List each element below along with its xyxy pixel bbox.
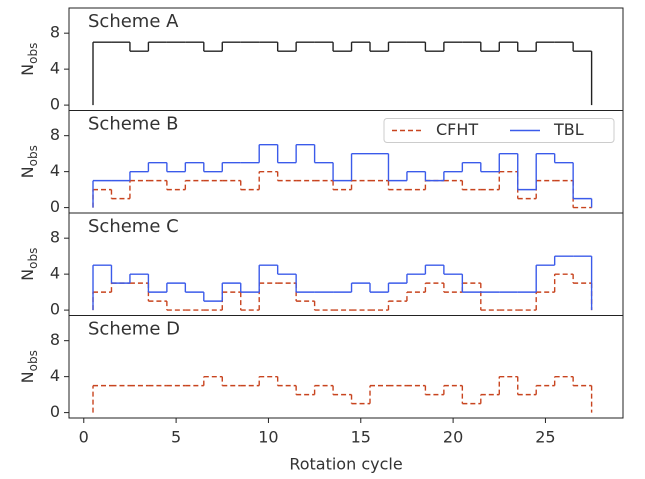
x-tick-label: 5 — [171, 428, 181, 447]
y-label-main: N — [18, 64, 37, 76]
x-tick-label: 15 — [351, 428, 371, 447]
y-axis-label: Nobs — [18, 43, 40, 76]
legend: CFHT TBL — [383, 118, 615, 143]
y-label-main: N — [18, 371, 37, 383]
x-tick-label: 25 — [535, 428, 555, 447]
x-axis-label: Rotation cycle — [289, 455, 402, 474]
y-label-main: N — [18, 166, 37, 178]
y-axis-label: Nobs — [18, 350, 40, 383]
y-tick-label: 8 — [50, 228, 60, 247]
y-tick-label: 8 — [50, 330, 60, 349]
x-tick-label: 10 — [258, 428, 278, 447]
y-axis-label: Nobs — [18, 145, 40, 178]
panel-title: Scheme C — [88, 216, 179, 237]
y-label-sub: obs — [26, 248, 40, 269]
y-label-sub: obs — [26, 145, 40, 166]
panel: 0 4 8 Nobs Scheme D 0 5 10 15 20 25 Rotation cycle — [18, 315, 624, 474]
panel: 0 4 8 Nobs Scheme A — [18, 7, 624, 114]
y-axis-label: Nobs — [18, 248, 40, 281]
y-tick-label: 4 — [50, 264, 60, 283]
legend-label: TBL — [553, 120, 584, 139]
y-tick-label: 8 — [50, 23, 60, 42]
y-tick-label: 4 — [50, 161, 60, 180]
legend-frame — [383, 118, 615, 143]
y-tick-label: 0 — [50, 197, 60, 216]
panel-title: Scheme B — [88, 114, 178, 135]
y-label-sub: obs — [26, 43, 40, 64]
y-tick-label: 0 — [50, 300, 60, 319]
y-tick-label: 0 — [50, 95, 60, 114]
panel: 0 4 8 Nobs Scheme B CFHT TBL — [18, 110, 624, 216]
x-tick-label: 20 — [443, 428, 463, 447]
panel: 0 4 8 Nobs Scheme C — [18, 212, 624, 319]
y-tick-label: 0 — [50, 402, 60, 421]
y-label-main: N — [18, 269, 37, 281]
y-label-sub: obs — [26, 350, 40, 371]
legend-label: CFHT — [436, 120, 478, 139]
plot-frame — [68, 315, 624, 419]
y-tick-label: 4 — [50, 59, 60, 78]
panel-title: Scheme A — [88, 11, 179, 32]
y-tick-label: 8 — [50, 125, 60, 144]
x-tick-label: 0 — [79, 428, 89, 447]
y-tick-label: 4 — [50, 366, 60, 385]
panel-title: Scheme D — [88, 319, 180, 340]
